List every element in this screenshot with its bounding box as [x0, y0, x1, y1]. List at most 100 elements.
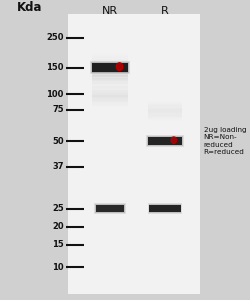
Text: R: R [161, 5, 169, 16]
Bar [92, 104, 128, 108]
Bar [92, 84, 128, 88]
Bar [92, 64, 128, 68]
Bar [148, 109, 182, 112]
Bar [92, 72, 128, 76]
Circle shape [171, 137, 176, 143]
Bar [92, 70, 128, 73]
Bar [92, 88, 128, 92]
Bar [92, 76, 128, 80]
Bar [148, 203, 182, 214]
Bar [92, 56, 128, 60]
Bar [148, 104, 182, 108]
Bar [92, 51, 128, 54]
Text: NR: NR [102, 5, 118, 16]
Bar [148, 110, 182, 113]
Bar [148, 101, 182, 104]
Text: 75: 75 [52, 105, 64, 114]
Bar [92, 106, 128, 110]
Bar [92, 85, 128, 88]
Text: 150: 150 [46, 63, 64, 72]
Text: 250: 250 [46, 33, 64, 42]
Text: 10: 10 [52, 262, 64, 272]
Circle shape [116, 63, 123, 70]
Bar [148, 120, 182, 123]
Bar [96, 205, 124, 212]
Bar [92, 67, 128, 70]
Bar [148, 100, 182, 103]
Text: 50: 50 [52, 136, 64, 146]
Bar [148, 136, 182, 146]
Bar [92, 92, 128, 96]
Text: 25: 25 [52, 204, 64, 213]
Bar [146, 135, 184, 147]
Bar [92, 53, 128, 57]
Bar [68, 14, 200, 294]
Bar [92, 90, 128, 93]
Bar [148, 111, 182, 115]
Bar [150, 205, 180, 212]
Bar [92, 96, 128, 100]
Bar [92, 87, 128, 91]
Bar [148, 112, 182, 116]
Bar [92, 61, 128, 65]
Bar [92, 100, 128, 104]
Bar [92, 97, 128, 101]
Bar [148, 99, 182, 102]
Bar [92, 102, 128, 106]
Bar [92, 75, 128, 79]
Bar [92, 98, 128, 101]
Bar [92, 83, 128, 87]
Bar [148, 114, 182, 118]
Bar [92, 78, 128, 81]
Bar [92, 59, 128, 62]
Bar [148, 118, 182, 122]
Bar [92, 86, 128, 90]
Bar [92, 105, 128, 109]
Bar [92, 82, 128, 85]
Bar [92, 79, 128, 83]
Text: 37: 37 [52, 162, 64, 171]
Bar [92, 104, 128, 107]
Bar [148, 103, 182, 107]
Bar [95, 204, 125, 213]
Bar [92, 52, 128, 56]
Bar [91, 62, 129, 73]
Bar [92, 83, 128, 87]
Text: Kda: Kda [17, 1, 43, 14]
Bar [148, 115, 182, 119]
Bar [92, 94, 128, 98]
Bar [92, 57, 128, 61]
Text: 15: 15 [52, 240, 64, 249]
Bar [92, 99, 128, 102]
Bar [92, 89, 128, 92]
Bar [92, 63, 128, 66]
Bar [148, 113, 182, 117]
Bar [92, 60, 128, 64]
Bar [92, 90, 128, 93]
Bar [148, 107, 182, 111]
Bar [92, 65, 128, 69]
Bar [92, 68, 128, 72]
Text: 20: 20 [52, 222, 64, 231]
Bar [92, 101, 128, 105]
Bar [92, 93, 128, 97]
Bar [148, 106, 182, 110]
Bar [94, 203, 126, 214]
Bar [148, 204, 182, 213]
Bar [92, 80, 128, 84]
Bar [148, 137, 182, 145]
Bar [92, 74, 128, 77]
Bar [92, 100, 128, 103]
Bar [92, 95, 128, 99]
Text: 2ug loading
NR=Non-
reduced
R=reduced: 2ug loading NR=Non- reduced R=reduced [204, 127, 246, 155]
Bar [90, 61, 130, 74]
Bar [92, 94, 128, 98]
Bar [92, 88, 128, 92]
Bar [92, 84, 128, 88]
Bar [92, 87, 128, 91]
Bar [148, 102, 182, 106]
Bar [92, 103, 128, 106]
Bar [92, 91, 128, 95]
Bar [92, 71, 128, 74]
Bar [148, 105, 182, 109]
